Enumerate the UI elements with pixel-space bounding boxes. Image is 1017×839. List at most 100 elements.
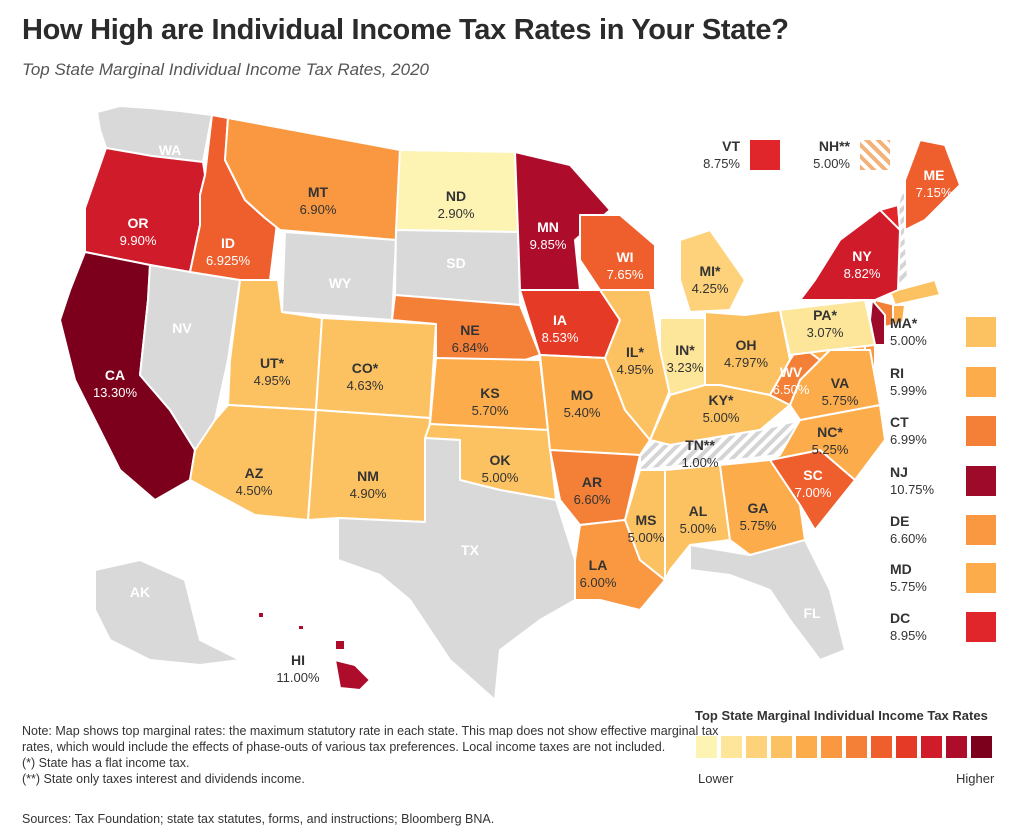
state-code-il: IL* (626, 344, 644, 360)
callout-vt-code: VT (722, 138, 740, 154)
callout-ct-swatch (966, 416, 996, 446)
state-rate-nc: 5.25% (812, 442, 849, 457)
state-shape (297, 624, 305, 631)
state-code-mo: MO (571, 387, 594, 403)
state-rate-ca: 13.30% (93, 385, 138, 400)
state-code-mi: MI* (700, 263, 722, 279)
state-shape-hi (334, 659, 371, 691)
state-rate-mn: 9.85% (530, 237, 567, 252)
legend-swatch (696, 736, 717, 758)
state-shape-fl (689, 539, 846, 661)
callout-ct-rate: 6.99% (890, 432, 927, 447)
state-code-ok: OK (490, 452, 511, 468)
state-rate-wi: 7.65% (607, 267, 644, 282)
state-code-va: VA (831, 375, 849, 391)
state-code-co: CO* (352, 360, 379, 376)
state-code-wy: WY (329, 275, 352, 291)
state-rate-ga: 5.75% (740, 518, 777, 533)
state-code-ne: NE (460, 322, 479, 338)
state-code-mt: MT (308, 184, 329, 200)
state-rate-in: 3.23% (667, 360, 704, 375)
state-rate-va: 5.75% (822, 393, 859, 408)
state-code-tx: TX (461, 542, 480, 558)
state-rate-ny: 8.82% (844, 266, 881, 281)
legend-swatch (921, 736, 942, 758)
state-code-nm: NM (357, 468, 379, 484)
state-rate-pa: 3.07% (807, 325, 844, 340)
callout-nh-swatch (860, 140, 890, 170)
state-rate-ia: 8.53% (542, 330, 579, 345)
state-code-ky: KY* (709, 392, 734, 408)
callout-de-rate: 6.60% (890, 531, 927, 546)
state-shape-wi (579, 214, 656, 291)
state-shape-tx (337, 437, 576, 701)
legend-swatch (896, 736, 917, 758)
state-code-id: ID (221, 235, 235, 251)
footnote-note: Note: Map shows top marginal rates: the … (22, 724, 719, 754)
page-subtitle: Top State Marginal Individual Income Tax… (22, 60, 429, 79)
footnote-interest: (**) State only taxes interest and divid… (22, 772, 305, 786)
callout-nj-rate: 10.75% (890, 482, 935, 497)
state-rate-oh: 4.797% (724, 355, 769, 370)
state-shape-tn (639, 419, 801, 471)
callout-md-rate: 5.75% (890, 579, 927, 594)
state-code-pa: PA* (813, 307, 837, 323)
state-rate-al: 5.00% (680, 521, 717, 536)
state-shape (869, 299, 886, 346)
state-shape-me (904, 139, 961, 231)
callout-de-swatch (966, 515, 996, 545)
state-rate-mi: 4.25% (692, 281, 729, 296)
state-rate-la: 6.00% (580, 575, 617, 590)
callout-ri-code: RI (890, 365, 904, 381)
legend-bar (696, 736, 992, 758)
state-rate-or: 9.90% (120, 233, 157, 248)
callout-de-code: DE (890, 513, 910, 529)
state-code-ms: MS (636, 512, 657, 528)
state-shape-mn (514, 151, 611, 291)
state-code-hi: HI (291, 652, 305, 668)
state-code-ar: AR (582, 474, 602, 490)
state-code-ks: KS (480, 385, 499, 401)
state-shape-wa (96, 105, 213, 163)
callout-vt-swatch (750, 140, 780, 170)
state-code-ia: IA (553, 312, 567, 328)
state-rate-az: 4.50% (236, 483, 273, 498)
state-rate-ar: 6.60% (574, 492, 611, 507)
state-code-nv: NV (172, 320, 192, 336)
state-code-wi: WI (616, 249, 633, 265)
callout-md-swatch (966, 563, 996, 593)
state-code-ak: AK (130, 584, 150, 600)
state-rate-ne: 6.84% (452, 340, 489, 355)
state-rate-il: 4.95% (617, 362, 654, 377)
state-shape (889, 279, 941, 306)
state-shape-ak (94, 559, 241, 666)
state-code-wa: WA (159, 142, 182, 158)
state-rate-hi: 11.00% (276, 670, 320, 685)
state-shape-wv (769, 344, 821, 406)
state-code-wv: WV (780, 364, 803, 380)
state-rate-id: 6.925% (206, 253, 251, 268)
callout-ma-rate: 5.00% (890, 333, 927, 348)
state-code-in: IN* (675, 342, 695, 358)
state-rate-co: 4.63% (347, 378, 384, 393)
legend-swatch (771, 736, 792, 758)
state-rate-sc: 7.00% (795, 485, 832, 500)
state-rate-wv: 6.50% (773, 382, 810, 397)
state-code-me: ME (924, 167, 945, 183)
legend-swatch (821, 736, 842, 758)
state-rate-ok: 5.00% (482, 470, 519, 485)
legend-swatch (721, 736, 742, 758)
state-rate-me: 7.15% (916, 185, 953, 200)
legend-swatch (746, 736, 767, 758)
callout-nj-code: NJ (890, 464, 908, 480)
state-shape (257, 611, 265, 619)
callout-ct-code: CT (890, 414, 909, 430)
callout-dc-code: DC (890, 610, 911, 626)
callout-vt: VT 8.75% (690, 138, 780, 174)
callout-md-code: MD (890, 561, 912, 577)
state-code-sd: SD (446, 255, 465, 271)
callout-vt-rate: 8.75% (703, 156, 740, 171)
state-rate-nm: 4.90% (350, 486, 387, 501)
state-code-ny: NY (852, 248, 872, 264)
